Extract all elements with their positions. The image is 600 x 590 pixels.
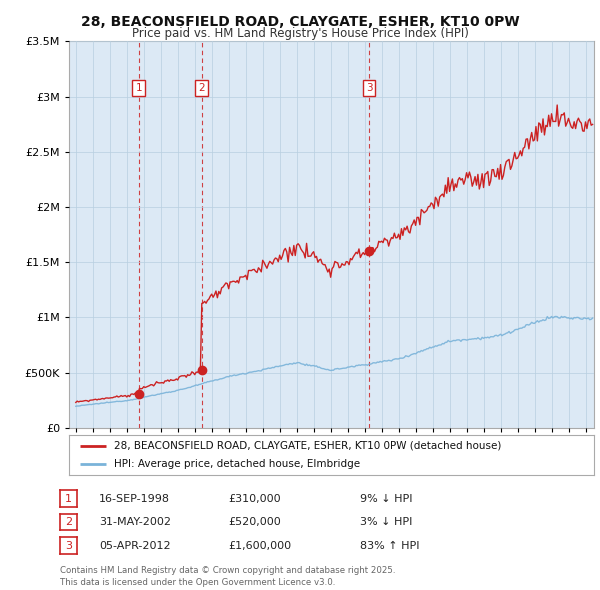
Text: 3: 3 [65, 541, 72, 550]
Text: 1: 1 [136, 83, 142, 93]
Text: 3% ↓ HPI: 3% ↓ HPI [360, 517, 412, 527]
Text: £310,000: £310,000 [228, 494, 281, 503]
Text: 31-MAY-2002: 31-MAY-2002 [99, 517, 171, 527]
Text: 83% ↑ HPI: 83% ↑ HPI [360, 541, 419, 550]
Text: 3: 3 [366, 83, 373, 93]
Text: £1,600,000: £1,600,000 [228, 541, 291, 550]
Text: 28, BEACONSFIELD ROAD, CLAYGATE, ESHER, KT10 0PW: 28, BEACONSFIELD ROAD, CLAYGATE, ESHER, … [80, 15, 520, 29]
Text: 2: 2 [199, 83, 205, 93]
Text: 1: 1 [65, 494, 72, 503]
Text: 28, BEACONSFIELD ROAD, CLAYGATE, ESHER, KT10 0PW (detached house): 28, BEACONSFIELD ROAD, CLAYGATE, ESHER, … [113, 441, 501, 451]
Text: HPI: Average price, detached house, Elmbridge: HPI: Average price, detached house, Elmb… [113, 459, 360, 469]
Text: 05-APR-2012: 05-APR-2012 [99, 541, 170, 550]
Text: Price paid vs. HM Land Registry's House Price Index (HPI): Price paid vs. HM Land Registry's House … [131, 27, 469, 40]
Text: 2: 2 [65, 517, 72, 527]
Text: 16-SEP-1998: 16-SEP-1998 [99, 494, 170, 503]
Text: £520,000: £520,000 [228, 517, 281, 527]
Text: Contains HM Land Registry data © Crown copyright and database right 2025.
This d: Contains HM Land Registry data © Crown c… [60, 566, 395, 587]
Text: 9% ↓ HPI: 9% ↓ HPI [360, 494, 413, 503]
